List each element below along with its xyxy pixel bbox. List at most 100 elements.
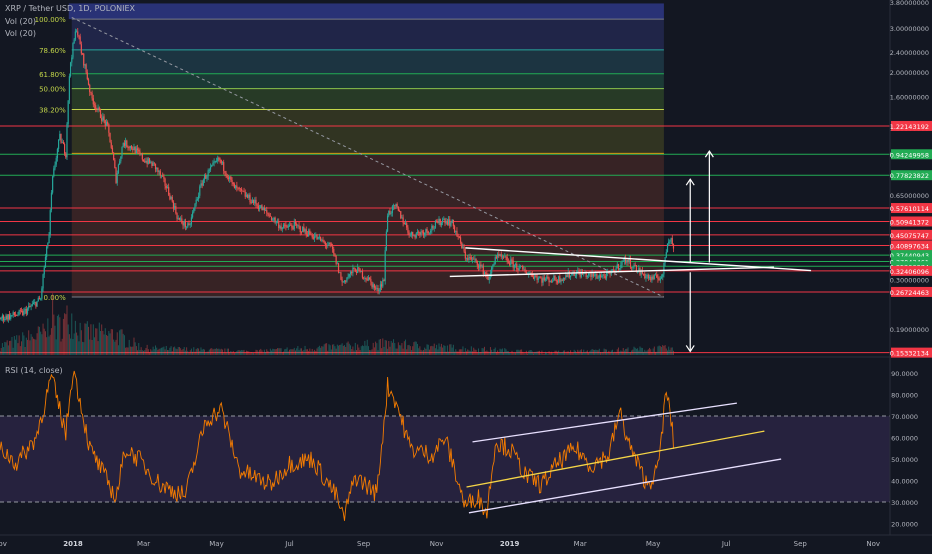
candle-body	[214, 161, 216, 162]
volume-bar	[275, 349, 277, 355]
volume-bar	[298, 350, 300, 355]
volume-bar	[260, 348, 262, 355]
volume-bar	[523, 353, 525, 355]
volume-bar	[292, 349, 294, 355]
candle-body	[231, 180, 233, 183]
candle-body	[69, 62, 72, 77]
candle-body	[559, 276, 561, 282]
volume-bar	[396, 348, 398, 355]
volume-bar	[223, 352, 225, 355]
volume-bar	[201, 349, 203, 355]
volume-bar	[521, 349, 523, 355]
volume-bar	[35, 339, 37, 355]
volume-bar	[114, 341, 116, 355]
volume-bar	[625, 349, 627, 355]
candle-body	[599, 275, 602, 278]
volume-bar	[633, 346, 635, 355]
candle-body	[409, 234, 411, 236]
volume-bar	[198, 348, 200, 355]
volume-bar	[254, 353, 256, 355]
candle-body	[654, 274, 657, 276]
candle-body	[665, 252, 667, 257]
candle-body	[55, 158, 57, 165]
volume-bar	[376, 343, 378, 355]
candle-body	[168, 187, 170, 195]
volume-bar	[375, 341, 377, 355]
volume-bar	[37, 326, 39, 355]
volume-bar	[460, 349, 462, 355]
volume-bar	[183, 347, 185, 355]
volume-bar	[451, 347, 453, 355]
price-candles	[0, 27, 675, 324]
candle-body	[503, 256, 505, 258]
candle-body	[206, 176, 208, 179]
candle-body	[371, 281, 373, 288]
candle-body	[385, 231, 387, 251]
candle-body	[73, 39, 75, 44]
candle-body	[334, 253, 336, 257]
volume-bar	[481, 348, 483, 355]
candle-body	[666, 243, 669, 253]
candle-body	[634, 265, 636, 266]
volume-bar	[617, 347, 619, 355]
candle-body	[291, 225, 293, 228]
volume-bar	[113, 339, 115, 355]
volume-bar	[193, 347, 195, 355]
volume-bar	[220, 348, 222, 355]
volume-bar	[184, 350, 186, 355]
candle-body	[481, 265, 483, 267]
volume-bar	[364, 340, 366, 355]
candle-body	[353, 267, 355, 269]
rsi-tick-label: 80.0000	[891, 392, 918, 400]
volume-bar	[635, 348, 637, 355]
candle-body	[663, 262, 665, 275]
volume-bar	[283, 351, 285, 355]
candle-body	[646, 275, 648, 277]
volume-bar	[25, 337, 27, 355]
volume-bar	[314, 349, 316, 355]
volume-bar	[182, 348, 184, 355]
candle-body	[511, 259, 513, 261]
candle-body	[95, 105, 97, 110]
volume-bar	[632, 349, 634, 355]
candle-body	[84, 64, 86, 66]
candle-body	[99, 110, 102, 119]
volume-bar	[310, 351, 312, 355]
volume-bar	[101, 324, 103, 355]
candle-body	[80, 44, 82, 54]
volume-bar	[134, 342, 136, 355]
volume-bar	[552, 352, 554, 355]
volume-bar	[476, 352, 478, 355]
candle-body	[519, 265, 521, 267]
volume-bar	[592, 349, 594, 355]
candle-body	[480, 264, 482, 266]
volume-bar	[18, 335, 20, 355]
volume-bar	[340, 344, 342, 355]
candle-body	[188, 223, 190, 225]
volume-bar	[466, 351, 468, 355]
candle-body	[633, 265, 635, 268]
candle-body	[93, 104, 96, 106]
volume-bar	[73, 333, 75, 355]
candle-body	[133, 146, 135, 151]
price-tag-label: 0.50941372	[890, 218, 929, 226]
volume-bar	[281, 352, 283, 355]
volume-bar	[403, 341, 405, 355]
candle-body	[418, 231, 420, 233]
volume-bar	[31, 336, 33, 355]
candle-body	[602, 274, 604, 276]
volume-bar	[530, 349, 532, 355]
candle-body	[395, 204, 397, 207]
volume-bar	[402, 348, 404, 355]
volume-bar	[513, 352, 515, 355]
volume-bar	[411, 350, 413, 355]
time-tick-label: Jul	[284, 540, 294, 548]
candle-body	[319, 236, 322, 241]
volume-bar	[443, 345, 445, 355]
volume-bar	[162, 347, 164, 355]
volume-bar	[211, 348, 213, 355]
fib-level-label: 38.20%	[39, 107, 66, 115]
candle-body	[626, 260, 628, 263]
volume-bar	[541, 350, 543, 355]
